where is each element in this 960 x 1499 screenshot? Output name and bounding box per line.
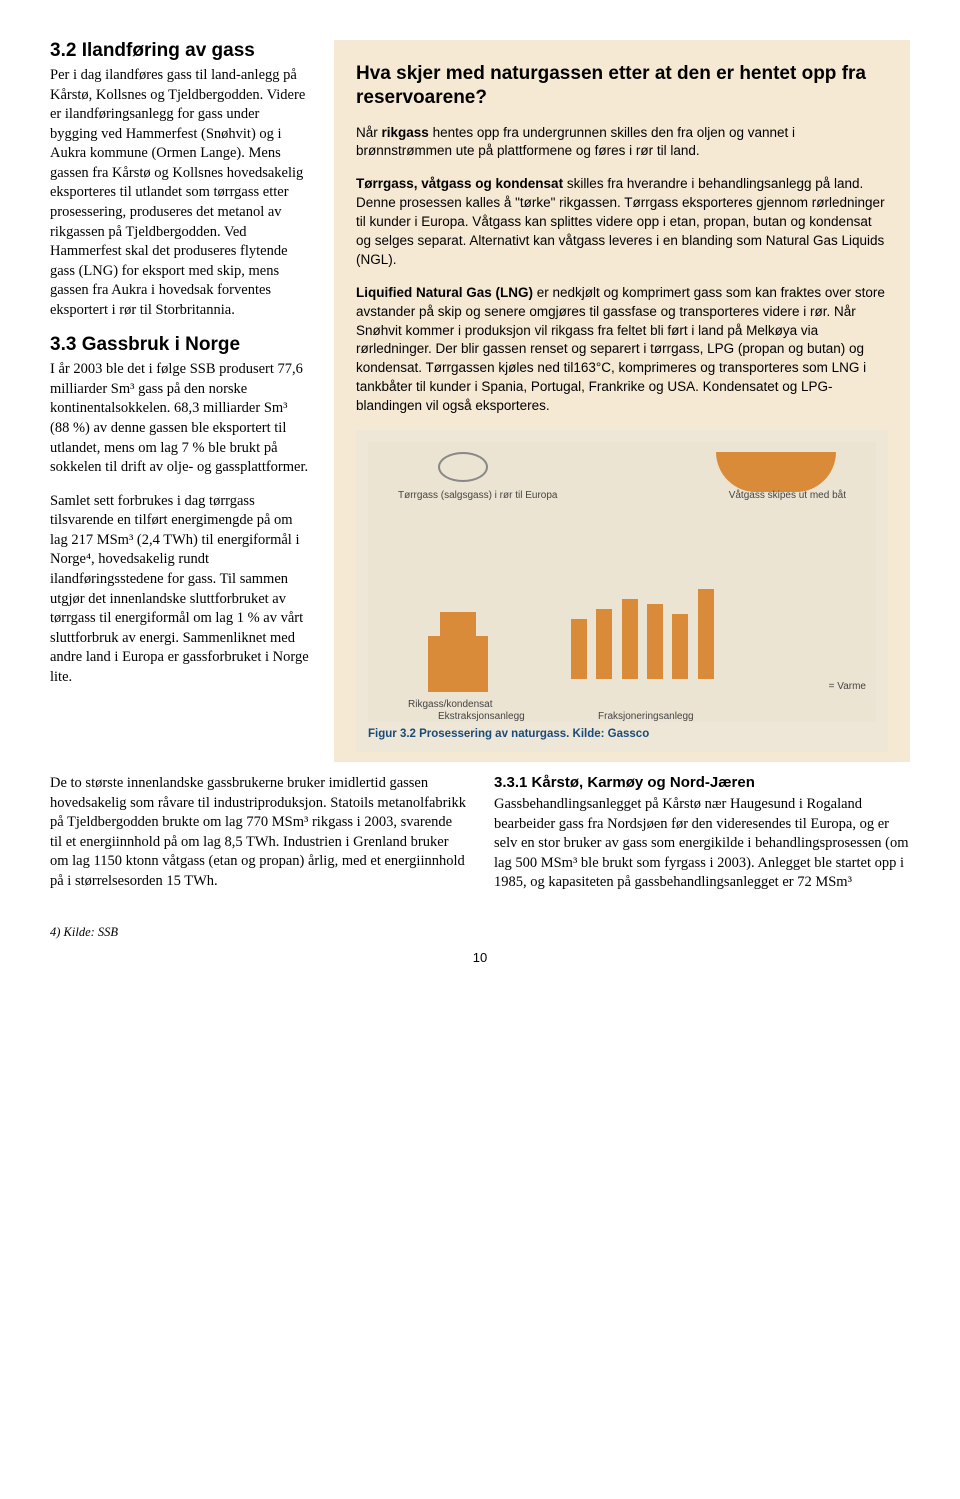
label-varme: = Varme	[829, 681, 866, 692]
info-para-3: Liquified Natural Gas (LNG) er nedkjølt …	[356, 284, 888, 416]
lower-left-column: De to største innenlandske gassbrukerne …	[50, 774, 466, 907]
heading-3-3: 3.3 Gassbruk i Norge	[50, 334, 310, 356]
info-p1-bold: rikgass	[382, 125, 429, 140]
info-p3-post: er nedkjølt og komprimert gass som kan f…	[356, 285, 885, 413]
para-3-3-1: Gassbehandlingsanlegget på Kårstø nær Ha…	[494, 795, 910, 893]
label-vatgass: Våtgass skipes ut med båt	[729, 490, 846, 501]
info-p1-pre: Når	[356, 125, 382, 140]
info-p2-bold: Tørrgass, våtgass og kondensat	[356, 176, 563, 191]
pipe-roll-icon	[438, 452, 488, 482]
diagram-container: Tørrgass (salgsgass) i rør til Europa Vå…	[356, 430, 888, 752]
heading-3-2: 3.2 Ilandføring av gass	[50, 40, 310, 62]
para-3-3a: I år 2003 ble det i følge SSB produsert …	[50, 360, 310, 477]
para-3-3b: Samlet sett forbrukes i dag tørrgass til…	[50, 492, 310, 688]
footnote: 4) Kilde: SSB	[50, 925, 910, 940]
ship-icon	[716, 452, 836, 492]
tank-6	[698, 589, 714, 679]
label-rikgass: Rikgass/kondensat	[408, 699, 493, 710]
tank-3	[622, 599, 638, 679]
upper-two-column: 3.2 Ilandføring av gass Per i dag ilandf…	[50, 40, 910, 762]
tank-4	[647, 604, 663, 679]
label-ekstrak: Ekstraksjonsanlegg	[438, 711, 525, 722]
label-fraksjon: Fraksjoneringsanlegg	[598, 711, 694, 722]
info-box: Hva skjer med naturgassen etter at den e…	[334, 40, 910, 762]
lower-right-column: 3.3.1 Kårstø, Karmøy og Nord-Jæren Gassb…	[494, 774, 910, 907]
lower-left-para: De to største innenlandske gassbrukerne …	[50, 774, 466, 891]
diagram-caption: Figur 3.2 Prosessering av naturgass. Kil…	[368, 728, 876, 740]
tank-5	[672, 614, 688, 679]
factory-icon	[428, 612, 488, 692]
tank-group	[568, 589, 717, 682]
tank-2	[596, 609, 612, 679]
tank-1	[571, 619, 587, 679]
right-column: Hva skjer med naturgassen etter at den e…	[334, 40, 910, 762]
diagram: Tørrgass (salgsgass) i rør til Europa Vå…	[368, 442, 876, 722]
left-column: 3.2 Ilandføring av gass Per i dag ilandf…	[50, 40, 310, 762]
page-number: 10	[50, 950, 910, 965]
info-para-1: Når rikgass hentes opp fra undergrunnen …	[356, 124, 888, 162]
heading-3-3-1: 3.3.1 Kårstø, Karmøy og Nord-Jæren	[494, 774, 910, 791]
info-para-2: Tørrgass, våtgass og kondensat skilles f…	[356, 175, 888, 269]
lower-two-column: De to største innenlandske gassbrukerne …	[50, 774, 910, 907]
info-p3-bold: Liquified Natural Gas (LNG)	[356, 285, 533, 300]
info-box-heading: Hva skjer med naturgassen etter at den e…	[356, 62, 888, 110]
para-3-2: Per i dag ilandføres gass til land-anleg…	[50, 66, 310, 320]
label-torrgass: Tørrgass (salgsgass) i rør til Europa	[398, 490, 557, 501]
